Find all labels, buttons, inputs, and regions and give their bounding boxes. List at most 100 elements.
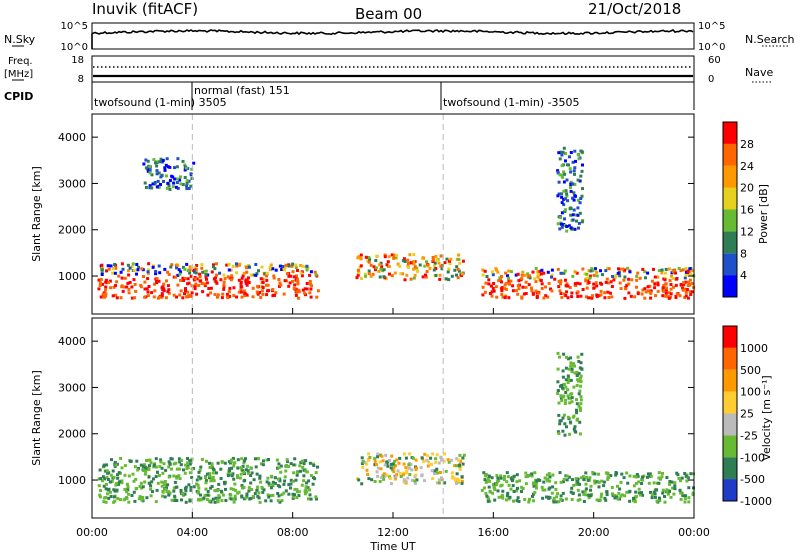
heatmap-cell-velocity-2 — [571, 478, 574, 482]
heatmap-cell-power-2 — [606, 290, 610, 294]
heatmap-cell-power-2 — [565, 282, 569, 286]
heatmap-cell-velocity-0 — [293, 487, 297, 491]
heatmap-cell-power-2 — [661, 294, 665, 298]
heatmap-cell-power-2 — [599, 269, 602, 273]
heatmap-cell-velocity-3 — [557, 401, 561, 405]
nsearch-tick-top: 10^5 — [698, 21, 725, 32]
heatmap-cell-velocity-0 — [208, 474, 212, 478]
heatmap-cell-power-4 — [572, 208, 576, 212]
heatmap-cell-power-0 — [244, 293, 248, 297]
heatmap-cell-power-2 — [621, 267, 625, 271]
heatmap-cell-power-4 — [575, 219, 578, 223]
heatmap-cell-velocity-3 — [568, 401, 572, 405]
heatmap-cell-power-4 — [562, 180, 566, 184]
heatmap-cell-velocity-1 — [385, 473, 389, 477]
heatmap-cell-power-2 — [491, 286, 495, 290]
heatmap-cell-power-1 — [382, 268, 386, 272]
heatmap-cell-velocity-0 — [209, 486, 213, 490]
heatmap-cell-power-0 — [113, 271, 117, 275]
heatmap-cell-power-0 — [101, 282, 104, 286]
colorbar-swatch — [723, 143, 737, 166]
heatmap-cell-velocity-0 — [170, 467, 174, 471]
heatmap-cell-power-2 — [597, 294, 601, 298]
heatmap-cell-velocity-3 — [570, 370, 574, 374]
heatmap-cell-power-0 — [108, 279, 112, 283]
heatmap-cell-velocity-0 — [118, 480, 122, 484]
heatmap-cell-power-4 — [564, 152, 567, 155]
heatmap-cell-power-2 — [624, 287, 628, 291]
heatmap-cell-velocity-2 — [672, 492, 676, 496]
heatmap-cell-power-0 — [205, 277, 208, 281]
heatmap-cell-power-2 — [588, 276, 592, 280]
heatmap-cell-power-1 — [444, 277, 448, 281]
heatmap-cell-velocity-2 — [660, 475, 664, 479]
heatmap-cell-velocity-2 — [650, 493, 654, 497]
heatmap-cell-power-0 — [104, 278, 108, 282]
heatmap-cell-power-4 — [571, 160, 575, 164]
heatmap-cell-power-3 — [159, 183, 162, 186]
heatmap-cell-velocity-0 — [224, 487, 227, 491]
heatmap-cell-velocity-0 — [162, 481, 166, 485]
heatmap-cell-velocity-0 — [284, 489, 288, 493]
heatmap-cell-power-1 — [409, 277, 413, 281]
heatmap-cell-power-1 — [448, 262, 452, 266]
heatmap-cell-power-1 — [433, 261, 437, 265]
x-tick-label: 04:00 — [176, 526, 208, 539]
heatmap-cell-velocity-0 — [105, 475, 109, 479]
heatmap-cell-velocity-3 — [575, 408, 578, 412]
heatmap-cell-power-2 — [614, 274, 618, 277]
heatmap-cell-velocity-0 — [304, 469, 308, 473]
heatmap-cell-velocity-0 — [256, 494, 260, 498]
heatmap-cell-power-0 — [193, 285, 197, 289]
heatmap-cell-velocity-0 — [149, 494, 153, 498]
heatmap-cell-power-3 — [187, 187, 191, 190]
heatmap-cell-velocity-0 — [99, 489, 102, 493]
heatmap-cell-velocity-0 — [239, 466, 243, 470]
heatmap-cell-velocity-0 — [110, 458, 113, 462]
heatmap-cell-velocity-2 — [492, 486, 496, 490]
heatmap-cell-velocity-0 — [305, 481, 309, 485]
heatmap-cell-power-2 — [583, 272, 587, 276]
heatmap-cell-power-2 — [558, 289, 562, 293]
heatmap-cell-velocity-1 — [434, 460, 438, 464]
heatmap-cell-power-1 — [364, 274, 368, 278]
heatmap-cell-power-3 — [157, 185, 161, 189]
heatmap-cell-velocity-0 — [177, 474, 181, 478]
heatmap-cell-power-2 — [629, 294, 633, 298]
heatmap-cell-velocity-1 — [461, 456, 465, 460]
heatmap-cell-velocity-0 — [184, 487, 187, 491]
nsky-label: N.Sky — [4, 33, 36, 46]
heatmap-cell-velocity-0 — [133, 465, 137, 469]
heatmap-cell-velocity-2 — [552, 500, 556, 504]
heatmap-cell-power-4 — [565, 194, 569, 198]
heatmap-cell-velocity-0 — [223, 461, 227, 465]
heatmap-cell-velocity-0 — [167, 493, 171, 497]
heatmap-cell-power-0 — [237, 278, 241, 282]
heatmap-cell-velocity-1 — [379, 476, 383, 480]
heatmap-cell-velocity-3 — [566, 388, 570, 392]
heatmap-cell-power-0 — [188, 265, 192, 269]
heatmap-cell-velocity-1 — [385, 462, 389, 466]
heatmap-cell-power-2 — [641, 288, 645, 292]
heatmap-cell-velocity-1 — [381, 459, 385, 463]
heatmap-cell-velocity-0 — [244, 496, 248, 500]
heatmap-cell-power-0 — [119, 296, 123, 300]
heatmap-cell-power-0 — [229, 278, 233, 282]
heatmap-cell-velocity-2 — [675, 471, 679, 475]
heatmap-cell-velocity-0 — [116, 496, 120, 500]
heatmap-cell-velocity-1 — [460, 479, 464, 483]
heatmap-cell-velocity-3 — [578, 409, 582, 412]
heatmap-cell-velocity-0 — [106, 478, 110, 481]
heatmap-cell-velocity-0 — [262, 459, 265, 463]
heatmap-cell-velocity-0 — [199, 465, 203, 469]
heatmap-cell-velocity-1 — [437, 478, 441, 482]
heatmap-cell-velocity-2 — [517, 500, 521, 503]
heatmap-cell-velocity-3 — [579, 361, 583, 365]
heatmap-cell-velocity-3 — [569, 392, 573, 396]
heatmap-cell-velocity-2 — [591, 472, 595, 476]
heatmap-cell-power-0 — [160, 295, 164, 299]
heatmap-cell-power-3 — [163, 168, 167, 172]
heatmap-cell-power-0 — [143, 295, 147, 299]
heatmap-cell-velocity-1 — [459, 459, 463, 463]
heatmap-cell-power-2 — [562, 292, 566, 296]
